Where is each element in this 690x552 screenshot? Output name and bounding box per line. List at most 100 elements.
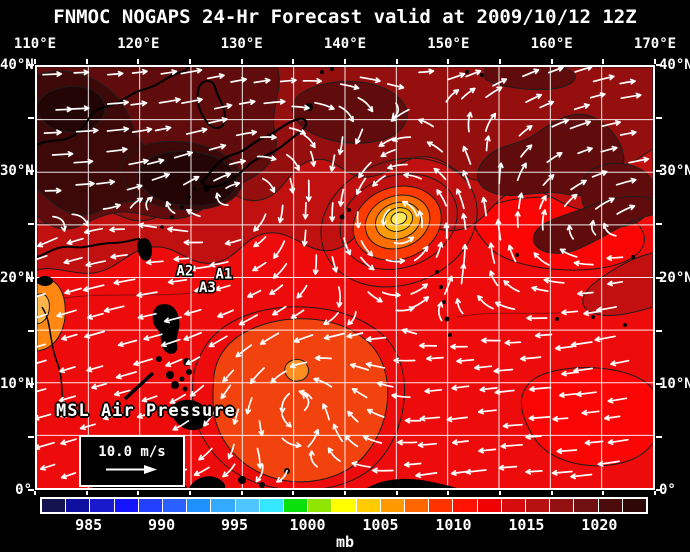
- page-title: FNMOC NOGAPS 24-Hr Forecast valid at 200…: [53, 6, 637, 28]
- axis-tick: [28, 329, 34, 332]
- axis-tick: [395, 491, 398, 495]
- colorbar-cell: [525, 499, 550, 512]
- colorbar-cell: [283, 499, 308, 512]
- colorbar-tick-label: 1005: [362, 516, 399, 534]
- axis-tick: [189, 59, 191, 64]
- axis-tick: [28, 170, 34, 173]
- lat-label: 40°N: [0, 57, 34, 73]
- axis-tick: [85, 59, 88, 64]
- axis-tick: [28, 64, 34, 66]
- lat-label: 20°N: [0, 269, 34, 286]
- colorbar-tick-label: 990: [148, 516, 176, 534]
- lat-label: 30°N: [0, 163, 34, 180]
- lon-label: 130°E: [220, 36, 263, 52]
- axis-tick: [28, 382, 34, 385]
- lon-label: 140°E: [323, 36, 367, 52]
- lat-label: 20°N: [659, 269, 690, 286]
- point-annotation: A1: [215, 267, 232, 283]
- colorbar-scale-labels: 985 990 995 1000 1005 1010 1015 1020: [40, 516, 648, 534]
- colorbar-cell: [42, 499, 66, 512]
- axis-tick: [550, 491, 553, 495]
- axis-tick: [656, 276, 662, 279]
- colorbar-cell: [621, 499, 647, 512]
- lon-label: 160°E: [530, 36, 573, 52]
- axis-tick: [656, 329, 662, 332]
- axis-tick: [28, 489, 34, 491]
- axis-tick: [344, 59, 346, 64]
- axis-tick: [654, 59, 656, 64]
- colorbar-tick-label: 1000: [289, 516, 326, 534]
- colorbar-cell: [379, 499, 405, 512]
- axis-tick: [28, 276, 34, 279]
- axis-tick: [656, 117, 662, 120]
- axis-tick: [189, 491, 191, 495]
- colorbar-cell: [307, 499, 332, 512]
- axis-tick: [499, 491, 501, 495]
- axis-tick: [85, 491, 88, 495]
- field-label: MSL Air Pressure: [56, 401, 236, 421]
- axis-tick: [28, 223, 34, 226]
- colorbar-cell: [137, 499, 163, 512]
- axis-tick: [137, 491, 140, 495]
- colorbar-cell: [113, 499, 138, 512]
- axis-tick: [137, 59, 140, 64]
- colorbar-tick-label: 985: [75, 516, 103, 534]
- axis-tick: [447, 491, 450, 495]
- axis-tick: [656, 435, 662, 438]
- lat-label: 10°N: [0, 375, 34, 392]
- colorbar-cell: [428, 499, 453, 512]
- colorbar-cell: [89, 499, 114, 512]
- axis-tick: [34, 59, 36, 64]
- colorbar-cell: [186, 499, 211, 512]
- axis-tick: [656, 64, 662, 66]
- point-annotation: A3: [199, 280, 216, 296]
- colorbar-cell: [549, 499, 574, 512]
- colorbar-cell: [452, 499, 477, 512]
- colorbar-cell: [355, 499, 380, 512]
- axis-tick: [656, 489, 662, 491]
- map-area: A2 A1 A3 MSL Air Pressure 10.0 m/s: [35, 65, 655, 490]
- colorbar-tick-label: 995: [221, 516, 249, 534]
- axis-tick: [602, 59, 605, 64]
- colorbar-cell: [476, 499, 501, 512]
- axis-tick: [656, 382, 662, 385]
- axis-tick: [240, 59, 243, 64]
- lon-label: 110°E: [13, 36, 57, 52]
- colorbar-cell: [258, 499, 284, 512]
- wind-legend-box: 10.0 m/s: [79, 435, 185, 487]
- colorbar-tick-label: 1020: [581, 516, 618, 534]
- lat-label: 0°: [659, 482, 676, 498]
- axis-tick: [550, 59, 553, 64]
- colorbar: [40, 497, 648, 514]
- axis-tick: [292, 59, 295, 64]
- colorbar-cell: [162, 499, 187, 512]
- lon-label: 120°E: [117, 36, 160, 52]
- axis-tick: [240, 491, 243, 495]
- axis-tick: [656, 170, 662, 173]
- colorbar-cell: [65, 499, 90, 512]
- lat-label: 0°: [15, 482, 32, 498]
- lat-label: 30°N: [659, 163, 690, 180]
- colorbar-tick-label: 1015: [508, 516, 545, 534]
- colorbar-units: mb: [335, 533, 355, 551]
- axis-tick: [292, 491, 295, 495]
- point-annotation: A2: [176, 263, 193, 279]
- lon-label: 170°E: [633, 36, 677, 52]
- colorbar-cell: [573, 499, 598, 512]
- colorbar-tick-label: 1010: [435, 516, 472, 534]
- lat-label: 10°N: [659, 375, 690, 392]
- right-arrow-icon: [106, 465, 157, 474]
- axis-tick: [28, 435, 34, 438]
- axis-tick: [499, 59, 501, 64]
- axis-tick: [34, 491, 36, 495]
- lon-label: 150°E: [427, 36, 470, 52]
- axis-tick: [654, 491, 656, 495]
- axis-tick: [395, 59, 398, 64]
- axis-tick: [602, 491, 605, 495]
- colorbar-cell: [597, 499, 622, 512]
- axis-tick: [656, 223, 662, 226]
- colorbar-cell: [210, 499, 235, 512]
- axis-tick: [28, 117, 34, 120]
